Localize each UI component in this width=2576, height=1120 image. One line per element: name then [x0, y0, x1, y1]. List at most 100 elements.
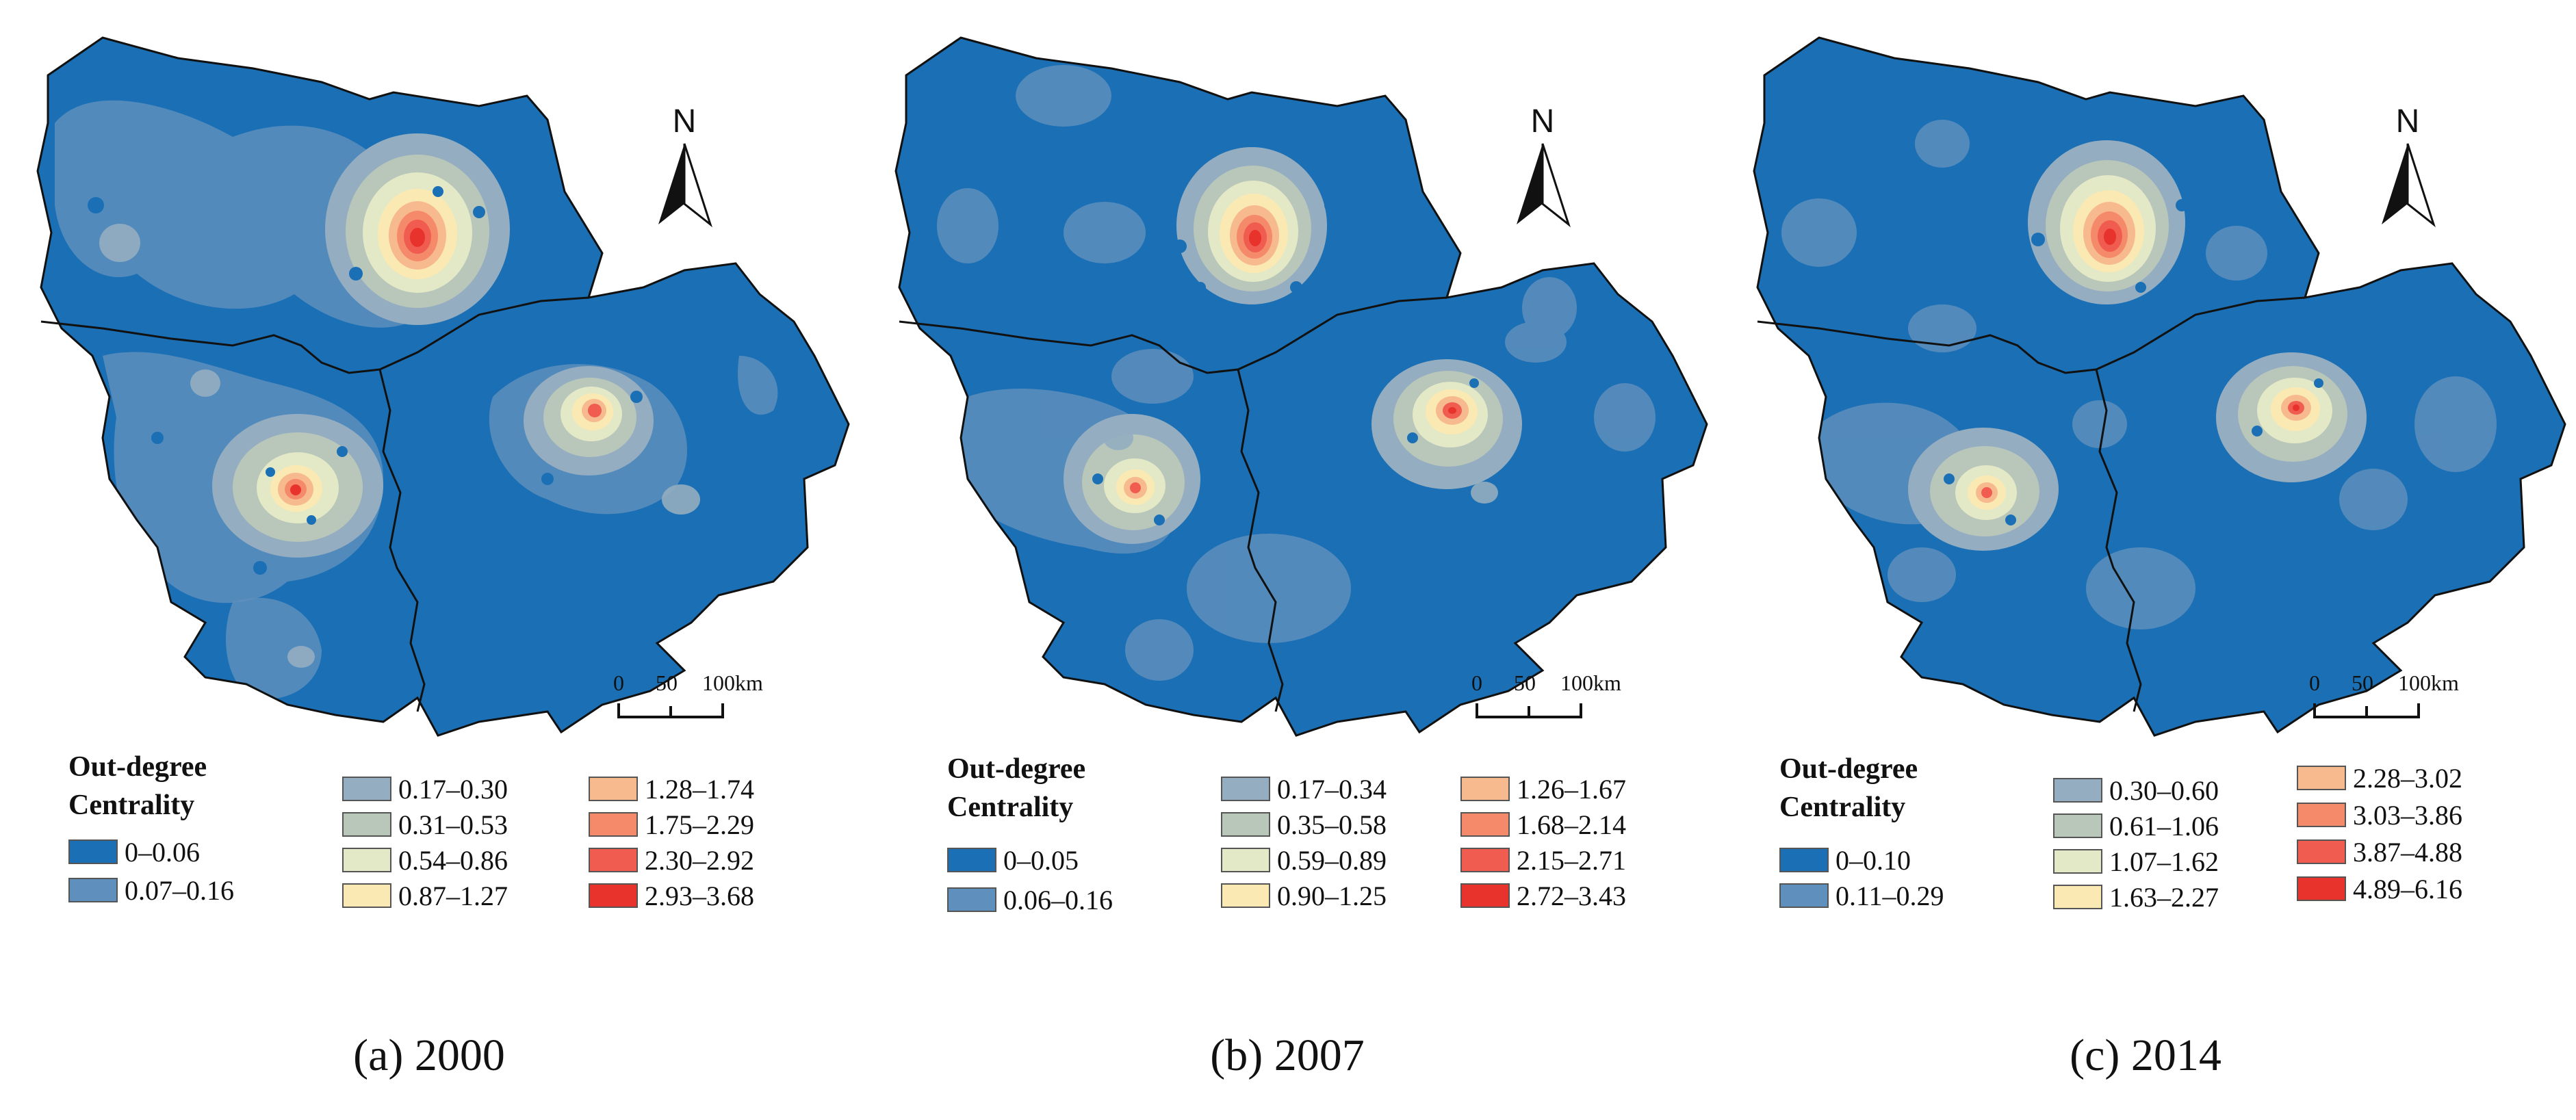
scale-label-mid: 50: [1514, 670, 1536, 695]
legend-item: 4.89–6.16: [2297, 872, 2462, 906]
north-label: N: [1530, 103, 1555, 140]
legend-title: Out-degree Centrality: [68, 751, 207, 821]
scale-bar: 0 50 100km: [1471, 670, 1636, 732]
legend-swatch: [1779, 883, 1829, 908]
legend-swatch: [589, 848, 638, 872]
legend-swatch: [1221, 848, 1270, 872]
legend-item: 1.26–1.67: [1460, 772, 1626, 806]
legend-item: 3.03–3.86: [2297, 798, 2462, 832]
legend-title: Out-degree Centrality: [947, 753, 1086, 823]
legend-item: 0.07–0.16: [68, 873, 234, 907]
legend-swatch: [2053, 849, 2102, 874]
legend-item: 1.63–2.27: [2053, 880, 2219, 914]
panel-c: N 0 50 100km Out-degree Centrality 0–0.1…: [1716, 0, 2575, 1120]
legend-swatch: [342, 812, 391, 837]
hotspot-southwest: [1908, 428, 2059, 551]
legend-item: 2.28–3.02: [2297, 761, 2462, 795]
scale-bar-graphic: [617, 703, 724, 718]
legend-item: 0.17–0.34: [1221, 772, 1387, 806]
legend-item: 0–0.06: [68, 835, 200, 869]
legend-swatch: [1460, 777, 1510, 801]
legend-swatch: [589, 812, 638, 837]
hotspot-north: [325, 133, 510, 325]
legend-item: 0.90–1.25: [1221, 878, 1387, 913]
north-arrow: N: [1502, 103, 1584, 253]
legend-swatch: [1779, 848, 1829, 872]
hotspot-east: [524, 366, 654, 476]
scale-label-mid: 50: [656, 670, 678, 695]
legend-item: 0.17–0.30: [342, 772, 508, 806]
legend-swatch: [2053, 778, 2102, 803]
legend-item: 1.75–2.29: [589, 807, 754, 842]
scale-label-zero: 0: [1471, 670, 1482, 695]
legend-swatch: [68, 839, 118, 864]
legend-swatch: [2297, 803, 2346, 827]
legend-item: 0–0.05: [947, 843, 1079, 877]
legend-swatch: [2297, 766, 2346, 790]
legend-swatch: [2297, 839, 2346, 864]
legend-item: 0.35–0.58: [1221, 807, 1387, 842]
scale-label-end: 100km: [2398, 670, 2459, 695]
legend-swatch: [342, 883, 391, 908]
north-arrow-icon: [658, 143, 712, 228]
legend-swatch: [1460, 883, 1510, 908]
legend-swatch: [342, 777, 391, 801]
north-arrow-icon: [1517, 143, 1571, 228]
panel-caption: (a) 2000: [353, 1030, 505, 1080]
north-label: N: [2395, 103, 2420, 140]
legend-swatch: [1221, 812, 1270, 837]
hotspot-north: [1176, 147, 1327, 304]
legend-item: 0.11–0.29: [1779, 878, 1944, 913]
scale-label-end: 100km: [702, 670, 763, 695]
legend-item: 0.87–1.27: [342, 878, 508, 913]
centrality-map: [36, 36, 850, 737]
hotspot-southwest: [1064, 414, 1200, 544]
legend-swatch: [947, 887, 996, 912]
scale-label-zero: 0: [613, 670, 624, 695]
legend-swatch: [68, 878, 118, 902]
panel-caption: (c) 2014: [2070, 1030, 2221, 1080]
centrality-map: [894, 36, 1708, 737]
scale-bar: 0 50 100km: [2309, 670, 2473, 732]
scale-label-mid: 50: [2352, 670, 2373, 695]
legend-swatch: [1221, 883, 1270, 908]
legend-item: 0.59–0.89: [1221, 843, 1387, 877]
legend-swatch: [1460, 848, 1510, 872]
legend-item: 0.61–1.06: [2053, 809, 2219, 843]
legend-swatch: [2053, 885, 2102, 909]
panel-a: N 0 50 100km Out-degree Centrality 0–0.0…: [0, 0, 858, 1120]
north-arrow-icon: [2382, 143, 2436, 228]
scale-bar-graphic: [1476, 703, 1582, 718]
north-arrow: N: [2367, 103, 2449, 253]
legend-swatch: [2297, 876, 2346, 901]
legend-swatch: [589, 777, 638, 801]
legend-item: 0.30–0.60: [2053, 773, 2219, 807]
scale-label-zero: 0: [2309, 670, 2320, 695]
legend-item: 1.07–1.62: [2053, 844, 2219, 878]
hotspot-east: [1371, 359, 1522, 489]
legend-item: 3.87–4.88: [2297, 835, 2462, 869]
scale-label-end: 100km: [1560, 670, 1621, 695]
hotspot-southwest: [212, 414, 383, 558]
centrality-map: [1753, 36, 2566, 737]
legend-item: 0.06–0.16: [947, 883, 1113, 917]
legend-item: 2.93–3.68: [589, 878, 754, 913]
legend-item: 2.15–2.71: [1460, 843, 1626, 877]
legend-swatch: [589, 883, 638, 908]
legend-item: 0.54–0.86: [342, 843, 508, 877]
hotspot-north: [2028, 140, 2185, 304]
legend-item: 2.30–2.92: [589, 843, 754, 877]
legend-item: 1.28–1.74: [589, 772, 754, 806]
north-label: N: [672, 103, 697, 140]
scale-bar-graphic: [2313, 703, 2420, 718]
hotspot-east: [2216, 352, 2367, 482]
legend-swatch: [2053, 813, 2102, 838]
legend-item: 0–0.10: [1779, 843, 1911, 877]
legend-swatch: [1460, 812, 1510, 837]
legend-item: 2.72–3.43: [1460, 878, 1626, 913]
panel-b: N 0 50 100km Out-degree Centrality 0–0.0…: [858, 0, 1716, 1120]
scale-bar: 0 50 100km: [613, 670, 777, 732]
legend-item: 1.68–2.14: [1460, 807, 1626, 842]
legend-item: 0.31–0.53: [342, 807, 508, 842]
legend-swatch: [947, 848, 996, 872]
